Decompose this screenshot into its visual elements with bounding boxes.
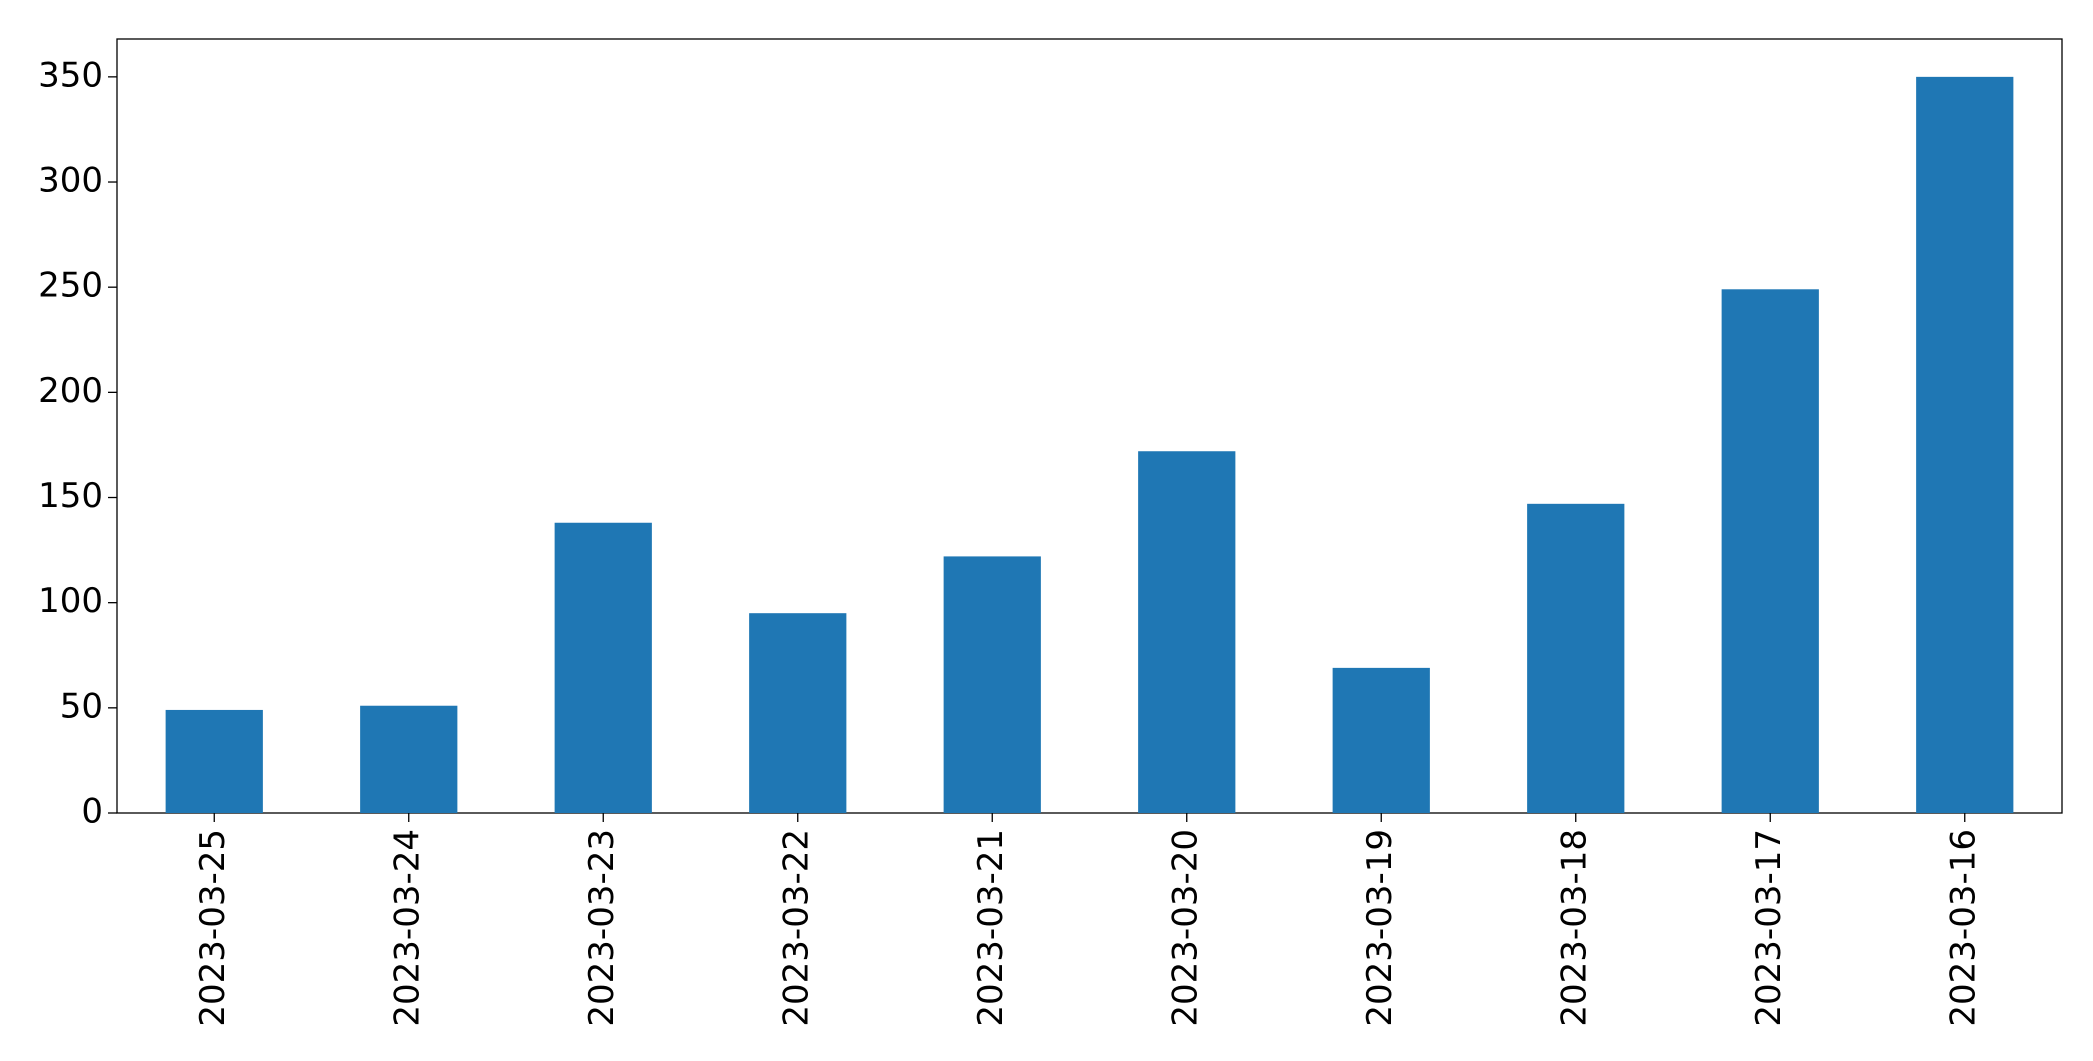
bar (360, 705, 458, 813)
x-tick-label: 2023-03-25 (193, 829, 233, 1027)
y-tick-label: 50 (60, 686, 103, 726)
y-tick-label: 300 (38, 161, 103, 201)
x-tick-label: 2023-03-24 (387, 829, 427, 1027)
plot-frame (116, 38, 2063, 814)
y-tick-label: 250 (38, 266, 103, 306)
bar (1138, 451, 1236, 813)
y-tick-label: 0 (81, 792, 103, 832)
x-tick-label: 2023-03-20 (1165, 829, 1205, 1027)
bar (1527, 503, 1625, 813)
y-tick-label: 350 (38, 55, 103, 95)
bar (749, 613, 847, 813)
bar (165, 709, 263, 813)
y-tick-label: 200 (38, 371, 103, 411)
x-tick-label: 2023-03-23 (582, 829, 622, 1027)
x-tick-label: 2023-03-19 (1360, 829, 1400, 1027)
x-tick-label: 2023-03-16 (1943, 829, 1983, 1027)
bar (943, 556, 1041, 813)
x-tick-label: 2023-03-17 (1749, 829, 1789, 1027)
bar (1332, 667, 1430, 813)
x-tick-label: 2023-03-22 (776, 829, 816, 1027)
bar (1916, 76, 2014, 813)
x-tick-label: 2023-03-18 (1554, 829, 1594, 1027)
bar (1721, 289, 1819, 813)
y-tick-label: 150 (38, 476, 103, 516)
x-tick-label: 2023-03-21 (971, 829, 1011, 1027)
bar (554, 522, 652, 813)
y-tick-label: 100 (38, 581, 103, 621)
